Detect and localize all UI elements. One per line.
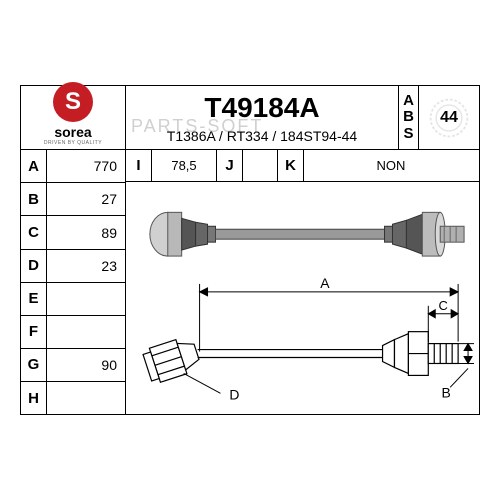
spec-value <box>243 150 277 181</box>
spec-key: A <box>21 150 47 182</box>
logo-cell: S sorea DRIVEN BY QUALITY <box>21 86 126 149</box>
spec-value: 23 <box>47 250 125 282</box>
spec-key: C <box>21 216 47 248</box>
cross-references: T1386A / RT334 / 184ST94-44 <box>167 128 357 144</box>
spec-key: J <box>217 150 243 181</box>
dimension-c: C <box>428 298 458 342</box>
spec-row: G90 <box>21 349 125 382</box>
spec-card: PARTS-SOFT S sorea DRIVEN BY QUALITY T49… <box>20 85 480 415</box>
spec-row: B27 <box>21 183 125 216</box>
abs-letter-b: B <box>403 109 414 126</box>
spec-column-left: A770B27C89D23EFG90H <box>21 150 126 414</box>
spec-top-cell: KNON <box>278 150 479 181</box>
spec-row: F <box>21 316 125 349</box>
spec-key: B <box>21 183 47 215</box>
diagram-column: I78,5J KNON <box>126 150 479 414</box>
dim-label-d: D <box>229 387 239 403</box>
brand-name: sorea <box>54 124 91 140</box>
spec-key: H <box>21 382 47 414</box>
photo-shaft <box>150 213 464 257</box>
part-number: T49184A <box>204 92 319 124</box>
dim-label-c: C <box>439 298 448 313</box>
abs-cell: A B S 44 <box>399 86 479 149</box>
brand-tagline: DRIVEN BY QUALITY <box>44 140 102 146</box>
spec-row: E <box>21 283 125 316</box>
drive-shaft-diagram: A C <box>126 182 479 414</box>
spec-value <box>47 316 125 348</box>
body-row: A770B27C89D23EFG90H I78,5JKNON <box>21 150 479 414</box>
spec-value: 770 <box>47 150 125 182</box>
logo-letter: S <box>65 88 81 116</box>
header-row: S sorea DRIVEN BY QUALITY T49184A T1386A… <box>21 86 479 150</box>
spec-row: C89 <box>21 216 125 249</box>
spec-value <box>47 382 125 414</box>
spec-key: G <box>21 349 47 381</box>
diagram-area: A C <box>126 182 479 414</box>
spec-key: F <box>21 316 47 348</box>
spec-key: K <box>278 150 304 181</box>
spec-value: 89 <box>47 216 125 248</box>
spec-top-cell: J <box>217 150 278 181</box>
abs-letter-s: S <box>403 126 413 143</box>
spec-top-cell: I78,5 <box>126 150 217 181</box>
spec-value <box>47 283 125 315</box>
spec-row: D23 <box>21 250 125 283</box>
spec-row: A770 <box>21 150 125 183</box>
dim-label-a: A <box>320 275 330 291</box>
abs-value: 44 <box>440 109 458 127</box>
dimension-d: D <box>184 374 240 403</box>
title-cell: T49184A T1386A / RT334 / 184ST94-44 <box>126 86 399 149</box>
spec-row: H <box>21 382 125 414</box>
abs-value-column: 44 <box>419 86 479 149</box>
spec-key: D <box>21 250 47 282</box>
spec-key: I <box>126 150 152 181</box>
abs-letter-a: A <box>403 93 414 110</box>
spec-value: NON <box>304 150 478 181</box>
logo-badge-icon: S <box>53 82 93 122</box>
spec-row-top: I78,5J KNON <box>126 150 479 182</box>
dim-label-b: B <box>442 385 451 401</box>
spec-value: 27 <box>47 183 125 215</box>
spec-value: 78,5 <box>152 150 216 181</box>
spec-key: E <box>21 283 47 315</box>
abs-label-column: A B S <box>399 86 419 149</box>
spec-value: 90 <box>47 349 125 381</box>
